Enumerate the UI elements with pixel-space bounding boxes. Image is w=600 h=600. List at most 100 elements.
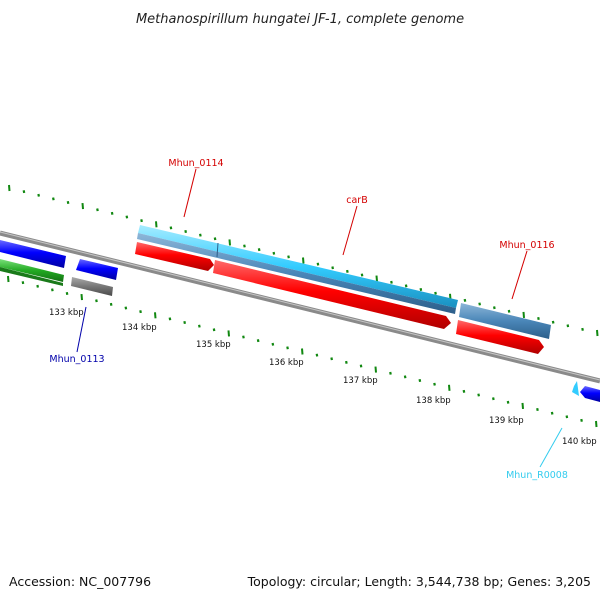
minor-tick bbox=[389, 371, 392, 375]
minor-tick bbox=[125, 215, 129, 219]
minor-tick bbox=[565, 415, 569, 419]
minor-tick bbox=[36, 284, 39, 288]
feature-Mhun_R0008 bbox=[572, 381, 579, 396]
major-tick bbox=[596, 329, 599, 337]
feature-Mhun_0113 bbox=[71, 277, 113, 296]
feature-upper-cyan bbox=[137, 225, 458, 314]
minor-tick bbox=[37, 193, 40, 197]
minor-tick bbox=[403, 375, 407, 379]
minor-tick bbox=[536, 407, 539, 412]
genome-summary-text: Topology: circular; Length: 3,544,738 bp… bbox=[247, 574, 591, 589]
minor-tick bbox=[199, 233, 202, 237]
major-tick bbox=[154, 312, 157, 319]
map-title: Methanospirillum hungatei JF-1, complete… bbox=[136, 12, 464, 27]
feature-left-blue bbox=[0, 240, 118, 280]
minor-tick bbox=[507, 309, 511, 313]
upper-tick-track bbox=[8, 184, 599, 337]
minor-tick bbox=[331, 266, 334, 270]
tick-label: 136 kbp bbox=[269, 358, 304, 368]
minor-tick bbox=[124, 306, 128, 310]
major-tick bbox=[80, 294, 83, 301]
tick-label: 133 kbp bbox=[49, 308, 84, 318]
major-tick bbox=[522, 311, 525, 318]
gene-label-Mhun_R0008: Mhun_R0008 bbox=[506, 427, 568, 481]
minor-tick bbox=[537, 316, 540, 321]
minor-tick bbox=[433, 382, 436, 386]
gene-label-text: Mhun_0114 bbox=[168, 158, 223, 169]
tick-label: 139 kbp bbox=[489, 416, 524, 426]
minor-tick bbox=[21, 281, 25, 285]
minor-tick bbox=[272, 251, 276, 255]
minor-tick bbox=[212, 328, 216, 332]
minor-tick bbox=[51, 288, 54, 292]
minor-tick bbox=[581, 327, 584, 331]
tick-labels: 133 kbp 134 kbp 135 kbp 136 kbp 137 kbp … bbox=[49, 308, 597, 447]
minor-tick bbox=[140, 219, 143, 223]
gene-label-text: Mhun_R0008 bbox=[506, 470, 568, 481]
minor-tick bbox=[551, 320, 555, 324]
major-tick bbox=[302, 257, 305, 264]
minor-tick bbox=[404, 284, 408, 288]
minor-tick bbox=[477, 393, 480, 397]
minor-tick bbox=[390, 280, 393, 284]
minor-tick bbox=[506, 400, 510, 404]
accession-text: Accession: NC_007796 bbox=[9, 574, 151, 589]
minor-tick bbox=[419, 287, 423, 292]
minor-tick bbox=[330, 357, 333, 361]
minor-tick bbox=[168, 317, 172, 321]
minor-tick bbox=[346, 269, 349, 273]
feature-Mhun_0114 bbox=[135, 242, 214, 271]
tick-label: 134 kbp bbox=[122, 323, 157, 333]
major-tick bbox=[8, 184, 11, 192]
major-tick bbox=[448, 384, 451, 391]
major-tick bbox=[374, 366, 377, 373]
minor-tick bbox=[580, 418, 583, 422]
major-tick bbox=[227, 330, 230, 337]
feature-right-blue bbox=[580, 386, 600, 402]
major-tick bbox=[521, 402, 524, 409]
feature-Mhun_0116 bbox=[456, 320, 544, 354]
gene-label-text: Mhun_0116 bbox=[499, 240, 554, 251]
major-tick bbox=[7, 275, 10, 283]
gene-label-text: carB bbox=[346, 195, 367, 206]
minor-tick bbox=[198, 324, 201, 328]
feature-left-green bbox=[0, 259, 64, 286]
minor-tick bbox=[243, 244, 246, 248]
minor-tick bbox=[184, 229, 187, 234]
minor-tick bbox=[169, 226, 173, 230]
minor-tick bbox=[492, 397, 495, 401]
minor-tick bbox=[550, 411, 554, 415]
minor-tick bbox=[316, 262, 320, 266]
gene-label-Mhun_0116: Mhun_0116 bbox=[499, 240, 555, 300]
minor-tick bbox=[286, 346, 289, 350]
feature-carB bbox=[213, 260, 451, 329]
minor-tick bbox=[95, 299, 98, 303]
lower-tick-track bbox=[7, 275, 598, 428]
gene-label-Mhun_0113: Mhun_0113 bbox=[49, 306, 105, 365]
minor-tick bbox=[183, 320, 186, 325]
major-tick bbox=[228, 239, 231, 246]
minor-tick bbox=[462, 389, 466, 393]
gene-label-carB: carB bbox=[342, 195, 368, 256]
feature-Mhun_0116-steel bbox=[459, 303, 551, 339]
tick-label: 137 kbp bbox=[343, 376, 378, 386]
major-tick bbox=[155, 221, 158, 228]
minor-tick bbox=[110, 211, 114, 215]
minor-tick bbox=[213, 237, 217, 241]
minor-tick bbox=[96, 208, 99, 212]
minor-tick bbox=[52, 197, 55, 201]
minor-tick bbox=[139, 310, 142, 314]
minor-tick bbox=[66, 200, 70, 205]
genome-backbone-highlight bbox=[0, 231, 600, 381]
tick-label: 135 kbp bbox=[196, 340, 231, 350]
tick-label: 140 kbp bbox=[562, 437, 597, 447]
minor-tick bbox=[257, 248, 261, 252]
minor-tick bbox=[22, 190, 26, 194]
minor-tick bbox=[345, 360, 348, 364]
minor-tick bbox=[109, 302, 113, 306]
minor-tick bbox=[360, 273, 364, 277]
minor-tick bbox=[256, 339, 260, 343]
gene-label-text: Mhun_0113 bbox=[49, 354, 104, 365]
major-tick bbox=[301, 348, 304, 355]
tick-label: 138 kbp bbox=[416, 396, 451, 406]
